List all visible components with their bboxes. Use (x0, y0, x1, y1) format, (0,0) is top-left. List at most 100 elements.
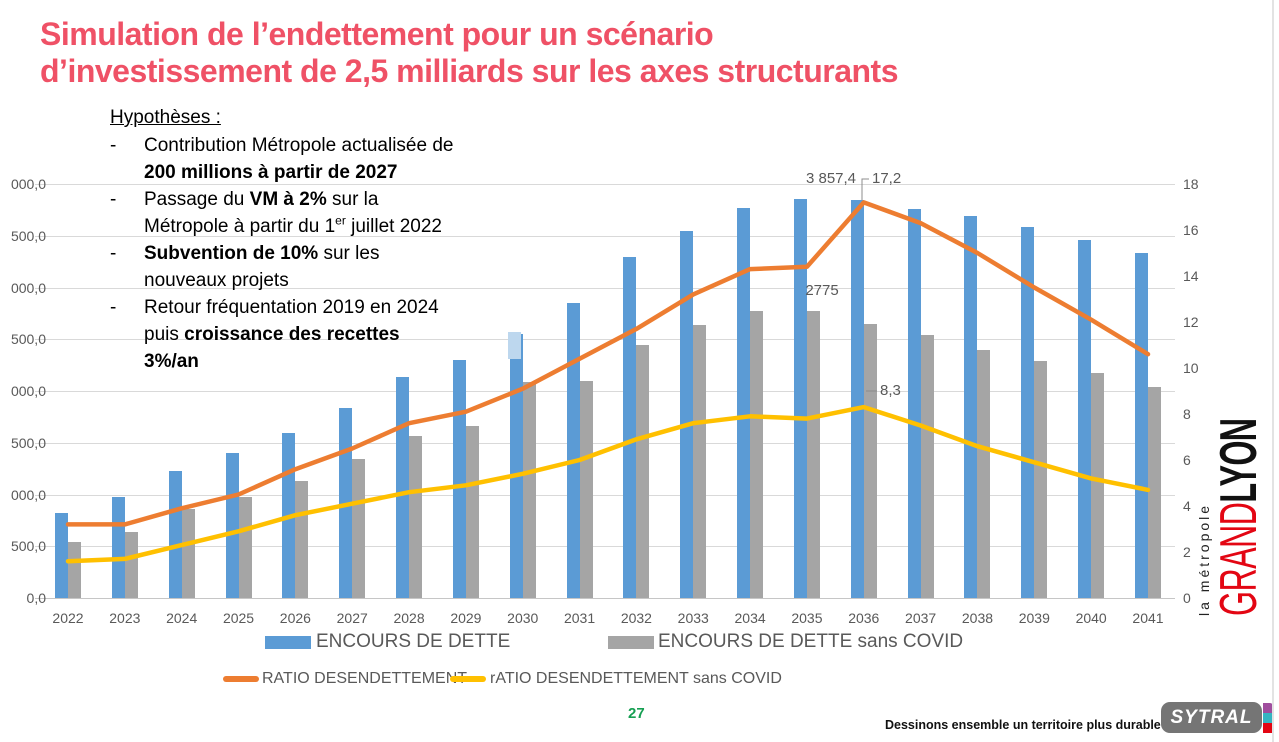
annotation-2035-3: 2775 (805, 282, 839, 299)
hypothesis-text: Passage du VM à 2% sur la Métropole à par… (144, 189, 442, 237)
x-axis-label-2027: 2027 (336, 610, 368, 626)
legend-label-encours: ENCOURS DE DETTE (316, 631, 511, 652)
x-axis-label-2038: 2038 (961, 610, 994, 626)
hypothesis-text: Retour fréquentation 2019 en 2024 puis cr… (144, 297, 439, 372)
left-axis-label: 000,0 (10, 176, 46, 192)
x-axis-label-2024: 2024 (166, 610, 198, 626)
legend-swatch-encours-sans-covid (608, 636, 654, 649)
grand-lyon-word-lyon: LYON (1210, 418, 1268, 503)
hypothesis-item-4: - Retour fréquentation 2019 en 2024 puis c… (110, 294, 530, 375)
legend-label-encours-sans-covid: ENCOURS DE DETTE sans COVID (658, 631, 964, 652)
right-axis-label: 12 (1183, 314, 1199, 330)
grand-lyon-wordmark: GRANDLYON (1210, 419, 1268, 616)
x-axis-label-2030: 2030 (507, 610, 539, 626)
bar-encours-2029 (452, 359, 466, 598)
right-axis-label: 6 (1183, 452, 1191, 468)
hypothesis-item-2: - Passage du VM à 2% sur la Métropole à pa… (110, 186, 530, 240)
page-title: Simulation de l’endettement pour un scén… (40, 16, 899, 90)
gridline (35, 184, 1175, 185)
right-axis-label: 16 (1183, 222, 1199, 238)
bar-encours-2022 (55, 513, 68, 598)
right-axis-label: 14 (1183, 268, 1199, 284)
gridline (35, 391, 1175, 392)
x-axis-label-2025: 2025 (222, 610, 255, 626)
x-axis-label-2031: 2031 (563, 610, 596, 626)
x-axis-label-2026: 2026 (279, 610, 311, 626)
bar-encours-sans-covid-2030 (522, 381, 536, 598)
bar-encours-sans-covid-2034 (750, 310, 764, 598)
legend-label-ratio: RATIO DESENDETTEMENT (262, 670, 468, 687)
x-axis-label-2029: 2029 (450, 610, 482, 626)
bar-encours-2034 (737, 207, 751, 598)
bar-encours-sans-covid-2031 (579, 380, 593, 598)
hypothesis-bullet-dash: - (110, 135, 117, 156)
bar-encours-sans-covid-2032 (636, 345, 650, 598)
left-axis-label: 000,0 (10, 383, 46, 399)
bar-encours-2036 (850, 200, 864, 598)
bar-encours-sans-covid-2026 (295, 481, 309, 598)
hypotheses-block: Hypothèses : - Contribution Métropole act… (110, 104, 530, 375)
title-line-1: Simulation de l’endettement pour un scén… (40, 16, 714, 52)
bar-encours-2025 (225, 453, 239, 598)
bar-encours-sans-covid-2036 (863, 323, 877, 598)
x-axis-label-2023: 2023 (109, 610, 141, 626)
legend-swatch-encours (265, 636, 311, 649)
bar-encours-2026 (282, 433, 296, 598)
bar-encours-sans-covid-2037 (920, 335, 934, 598)
right-axis-label: 2 (1183, 544, 1191, 560)
x-axis-label-2035: 2035 (791, 610, 823, 626)
x-axis-label-2028: 2028 (393, 610, 425, 626)
bar-encours-sans-covid-2023 (124, 531, 138, 598)
bar-encours-2039 (1021, 227, 1035, 598)
gridline (35, 598, 1175, 599)
page-number: 27 (628, 705, 645, 722)
bar-encours-2035 (793, 198, 807, 598)
hypothesis-item-1: - Contribution Métropole actualisée de 200… (110, 132, 530, 186)
bar-encours-2040 (1078, 239, 1092, 598)
sytral-logo: SYTRAL (1161, 702, 1262, 733)
hypothesis-bullet-dash: - (110, 189, 117, 210)
right-edge-divider (1272, 0, 1274, 742)
bar-encours-2031 (566, 303, 580, 598)
x-axis-label-2033: 2033 (677, 610, 709, 626)
left-axis-label: 500,0 (10, 227, 46, 244)
hypotheses-list: - Contribution Métropole actualisée de 200… (110, 132, 530, 375)
left-axis-label: 000,0 (10, 486, 46, 503)
left-axis-label: 500,0 (10, 538, 46, 555)
x-axis-label-2036: 2036 (848, 610, 880, 626)
bar-encours-sans-covid-2027 (352, 459, 366, 598)
x-axis-label-2034: 2034 (734, 610, 766, 626)
legend-swatch-ratio (223, 676, 259, 682)
gridline (35, 442, 1175, 444)
hypothesis-bullet-dash: - (110, 243, 117, 264)
annotation-2036-2: 17,2 (872, 170, 902, 187)
right-axis-label: 4 (1183, 498, 1191, 514)
x-axis-label-2037: 2037 (905, 610, 937, 626)
bar-encours-2024 (168, 470, 182, 598)
x-axis-label-2040: 2040 (1075, 610, 1107, 626)
bar-encours-sans-covid-2035 (806, 310, 820, 598)
bar-encours-sans-covid-2028 (409, 436, 423, 598)
x-axis-label-2041: 2041 (1132, 610, 1164, 626)
title-line-2: d’investissement de 2,5 milliards sur le… (40, 53, 899, 89)
sytral-logo-teal-square (1263, 713, 1273, 723)
right-axis-label: 10 (1183, 360, 1199, 376)
right-axis-label: 18 (1183, 176, 1199, 192)
grand-lyon-subtitle: la métropole (1196, 502, 1212, 616)
bar-encours-2023 (111, 496, 125, 598)
bar-encours-sans-covid-2029 (465, 426, 479, 598)
left-axis-label: 000,0 (10, 279, 46, 296)
hypothesis-bullet-dash: - (110, 297, 117, 318)
gridline (35, 546, 1175, 548)
annotation-leader-17-2 (861, 178, 869, 200)
left-axis-label: 500,0 (10, 331, 46, 348)
bar-encours-2037 (907, 208, 921, 598)
footer-tagline: Dessinons ensemble un territoire plus du… (885, 718, 1169, 732)
annotation-2036-4: 8,3 (880, 382, 901, 399)
bar-encours-2032 (623, 257, 637, 598)
bar-encours-sans-covid-2039 (1034, 360, 1048, 598)
sytral-logo-red-square (1263, 723, 1273, 733)
sytral-logo-text: SYTRAL (1170, 706, 1253, 728)
hypotheses-title: Hypothèses : (110, 107, 221, 128)
bar-encours-sans-covid-2040 (1091, 372, 1105, 598)
